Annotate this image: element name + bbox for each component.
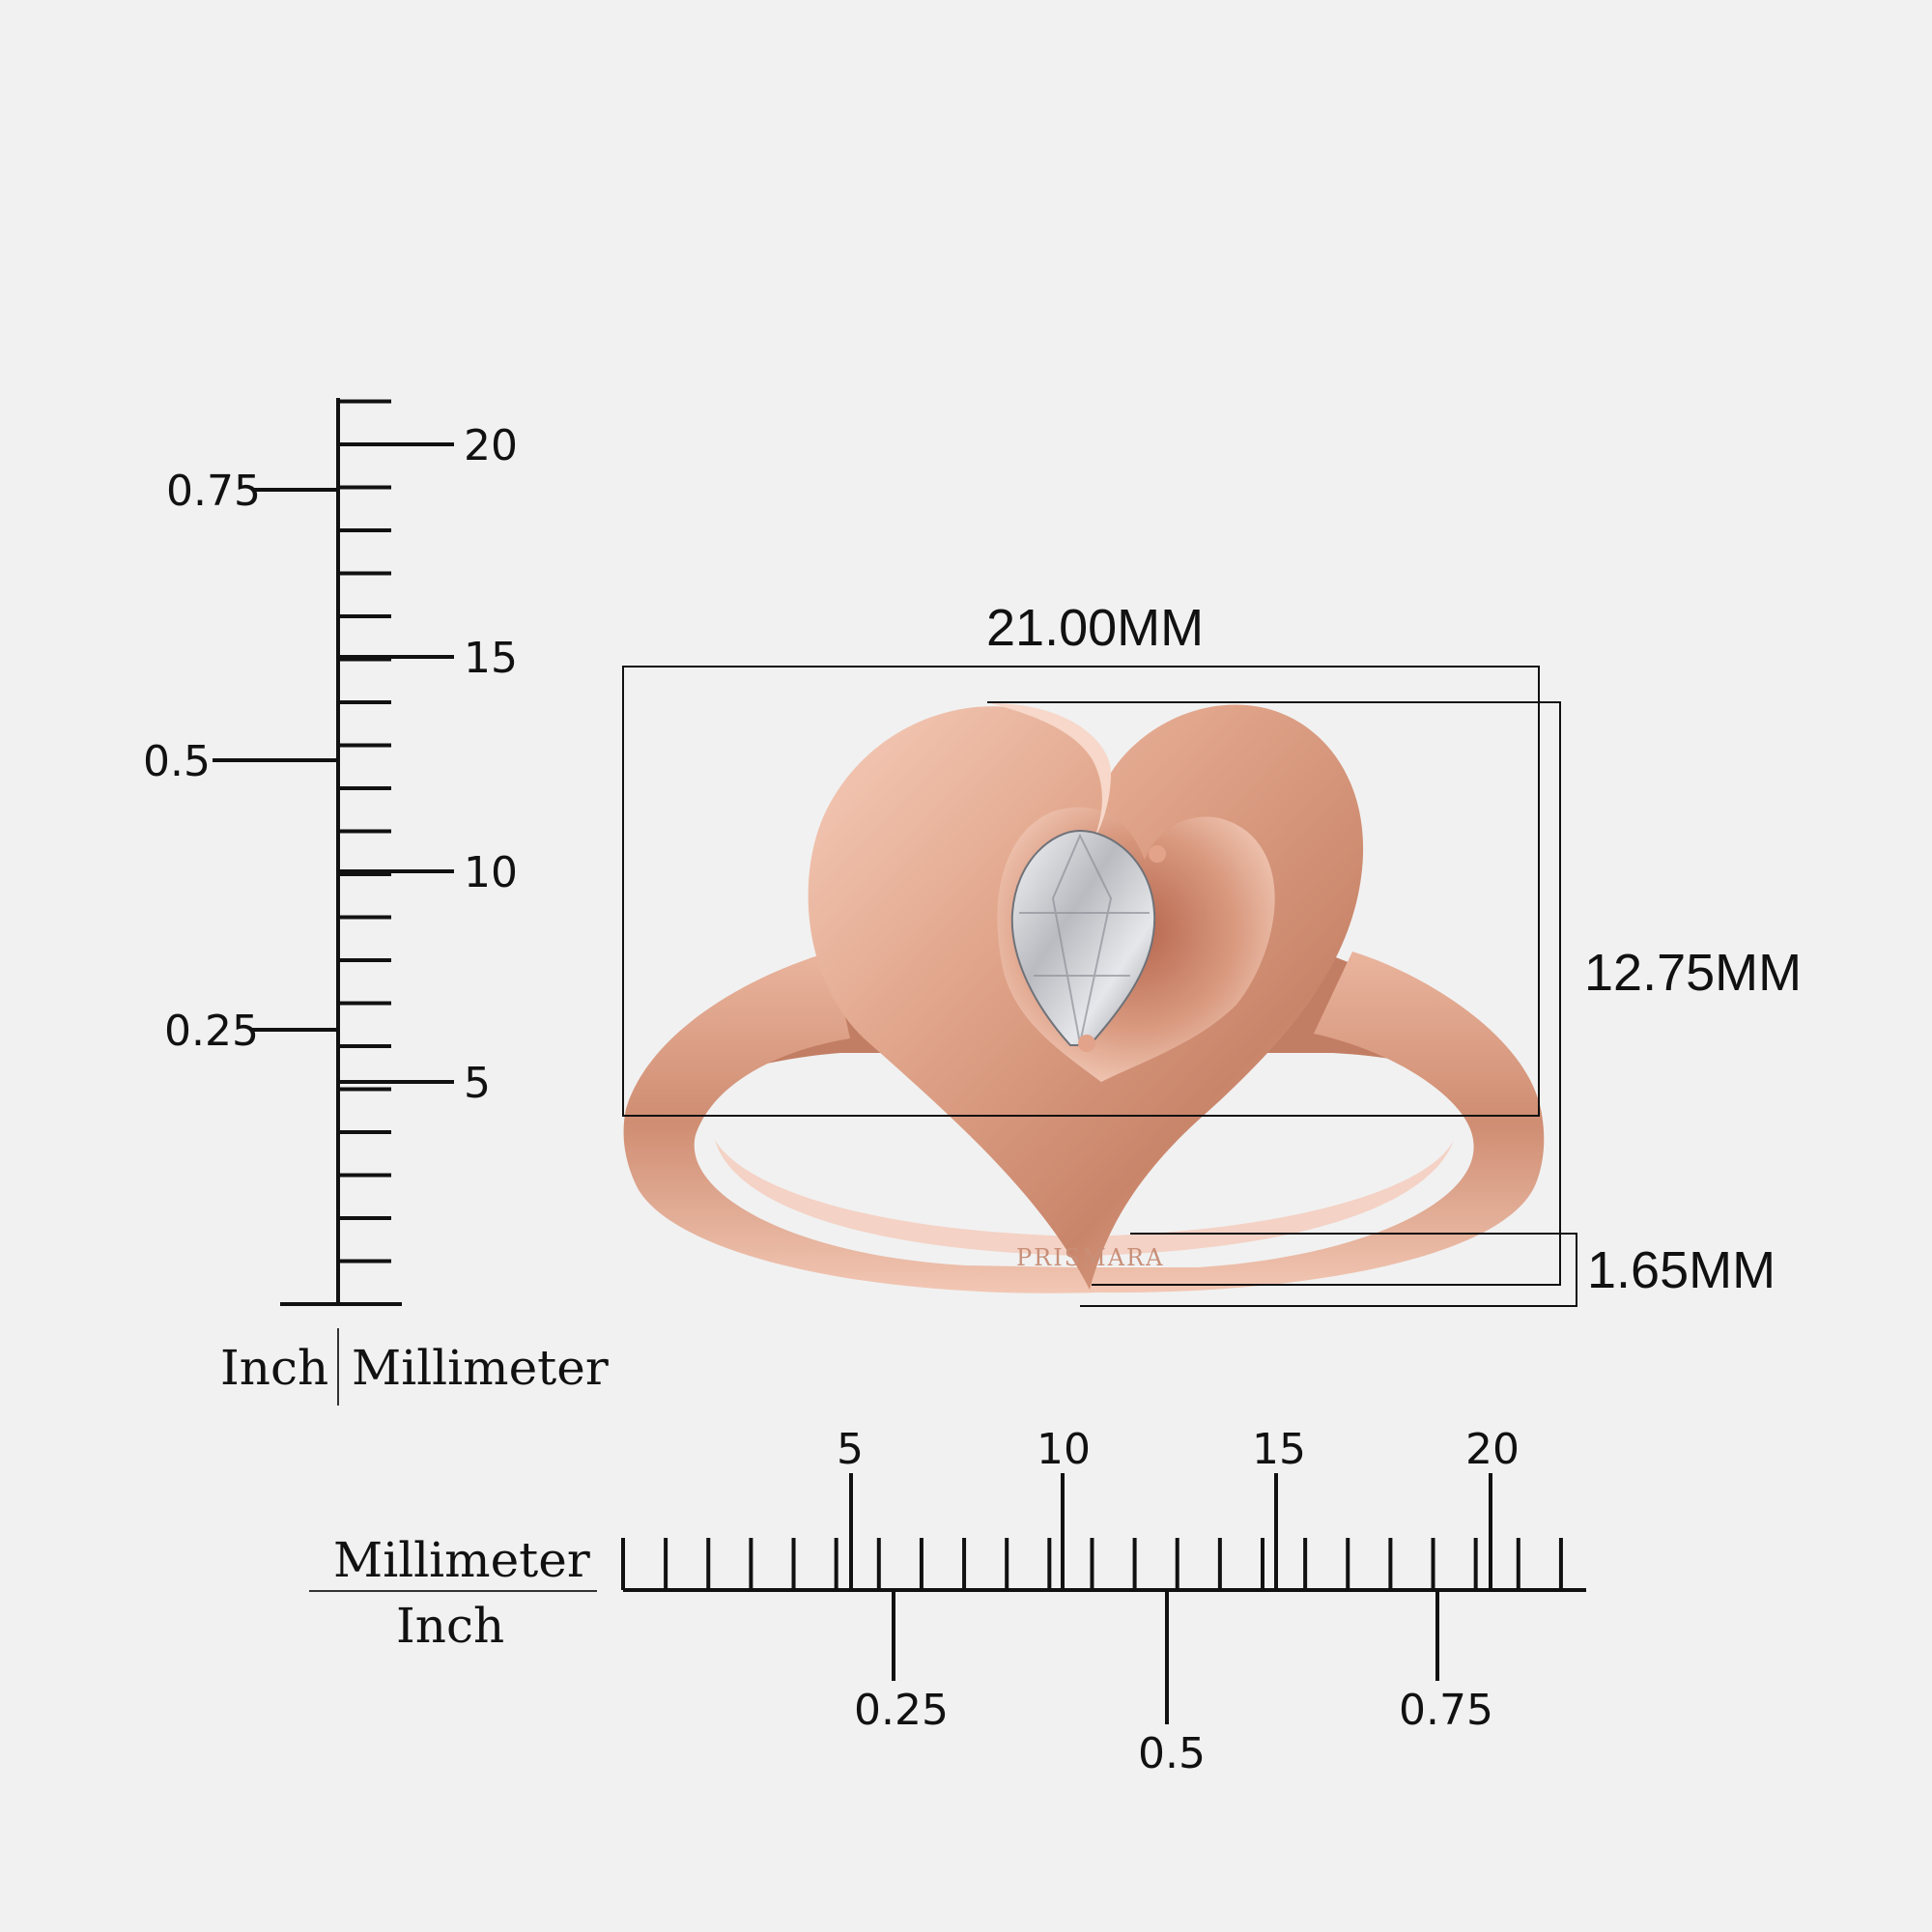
horizontal-ruler-mm-label-5: 5 — [837, 1425, 864, 1590]
h-inch-label-05: 0.5 — [1138, 1729, 1206, 1778]
height-dimension-label: 12.75MM — [1584, 944, 1802, 1002]
v-mm-label-15: 15 — [464, 634, 518, 683]
vertical-ruler: 5 10 15 20 0.25 0.5 0.75 Inch Millimeter — [143, 398, 609, 1406]
horizontal-ruler-inch-label-0.5: 0.5 — [1138, 1590, 1206, 1778]
vertical-ruler-inch-label-0.75: 0.75 — [166, 467, 338, 516]
vertical-ruler-mm-label-5: 5 — [338, 1059, 491, 1108]
v-mm-label-5: 5 — [464, 1059, 491, 1108]
dimension-annotations: 21.00MM 12.75MM 1.65MM — [622, 599, 1802, 1307]
horizontal-ruler: 5 10 15 20 0.25 0.5 0.75 Millimeter Inch — [309, 1425, 1586, 1778]
v-inch-label-075: 0.75 — [166, 467, 261, 516]
engraving-text: PRISMARA — [1016, 1244, 1164, 1271]
horizontal-ruler-mm-label-10: 10 — [1037, 1425, 1091, 1590]
v-unit-millimeter: Millimeter — [352, 1340, 609, 1396]
width-dimension-box — [622, 666, 1540, 1117]
band-thickness-label: 1.65MM — [1587, 1241, 1776, 1299]
ring-illustration: PRISMARA — [623, 703, 1545, 1293]
prong-bottom — [1078, 1035, 1095, 1052]
vertical-ruler-mm-label-10: 10 — [338, 848, 518, 897]
h-inch-label-075: 0.75 — [1399, 1686, 1493, 1735]
band-thickness-box — [1080, 1233, 1577, 1307]
pear-diamond — [1010, 829, 1156, 1046]
v-mm-label-10: 10 — [464, 848, 518, 897]
vertical-ruler-mm-label-15: 15 — [338, 634, 518, 683]
v-inch-label-05: 0.5 — [143, 737, 211, 786]
h-mm-label-5: 5 — [837, 1425, 864, 1474]
vertical-ruler-mm-ticks — [338, 399, 391, 1306]
horizontal-ruler-inch-label-0.25: 0.25 — [854, 1590, 949, 1735]
height-dimension-box — [987, 701, 1561, 1286]
v-mm-label-20: 20 — [464, 421, 518, 470]
horizontal-ruler-mm-ticks — [621, 1538, 1563, 1590]
h-mm-label-15: 15 — [1252, 1425, 1306, 1474]
ring-band-inner — [715, 1140, 1454, 1256]
ring-band-right — [1082, 952, 1545, 1293]
horizontal-ruler-inch-label-0.75: 0.75 — [1399, 1590, 1493, 1735]
h-unit-inch: Inch — [396, 1598, 504, 1654]
horizontal-ruler-mm-label-15: 15 — [1252, 1425, 1306, 1590]
v-inch-label-025: 0.25 — [164, 1007, 259, 1056]
h-mm-label-20: 20 — [1465, 1425, 1520, 1474]
h-unit-millimeter: Millimeter — [333, 1532, 590, 1588]
v-unit-inch: Inch — [220, 1340, 328, 1396]
vertical-ruler-inch-label-0.25: 0.25 — [164, 1007, 338, 1056]
vertical-ruler-inch-label-0.5: 0.5 — [143, 737, 338, 786]
prong-top — [1149, 845, 1166, 863]
width-dimension-label: 21.00MM — [986, 599, 1204, 657]
h-inch-label-025: 0.25 — [854, 1686, 949, 1735]
vertical-ruler-mm-label-20: 20 — [338, 421, 518, 470]
ring-heart-fold — [990, 703, 1111, 865]
ring-band — [623, 952, 1096, 1293]
horizontal-ruler-mm-label-20: 20 — [1465, 1425, 1520, 1590]
h-mm-label-10: 10 — [1037, 1425, 1091, 1474]
